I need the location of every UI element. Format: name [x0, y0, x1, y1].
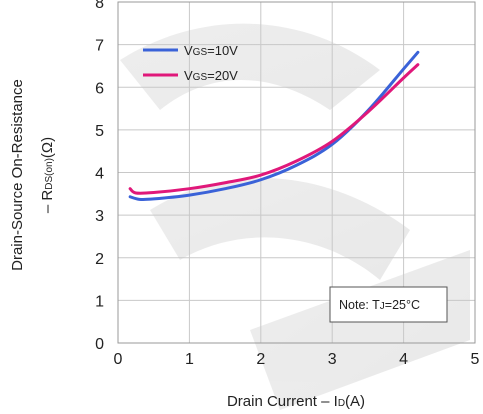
y-tick-label: 4: [95, 166, 104, 183]
y-tick-label: 1: [95, 293, 104, 310]
series-line-vgs10: [128, 50, 420, 202]
note-annotation: Note: TJ=25°C: [329, 286, 448, 323]
watermark: [120, 23, 470, 410]
note-box: [329, 286, 448, 323]
x-tick-label: 5: [471, 351, 480, 368]
plot-frame: [117, 1, 476, 344]
series-line-vgs20: [128, 63, 420, 195]
legend: VGS=10V VGS=20V: [143, 43, 238, 83]
y-tick-label: 7: [95, 38, 104, 55]
y-tick-label: 6: [95, 80, 104, 97]
y-tick-label: 2: [95, 251, 104, 268]
y-axis-title-line2: – RDS(on)(Ω): [39, 137, 56, 213]
x-tick-label: 2: [256, 351, 265, 368]
y-tick-label: 5: [95, 123, 104, 140]
y-tick-label: 3: [95, 208, 104, 225]
note-text: Note: TJ=25°C: [339, 298, 420, 312]
y-tick-label: 8: [95, 0, 104, 12]
x-axis-title: Drain Current – ID(A): [227, 393, 365, 410]
y-tick-labels: 0 1 2 3 4 5 6 7 8: [95, 0, 104, 353]
x-tick-label: 0: [114, 351, 123, 368]
x-tick-label: 3: [328, 351, 337, 368]
x-tick-label: 1: [185, 351, 194, 368]
legend-label-vgs20: VGS=20V: [184, 68, 238, 83]
legend-label-vgs10: VGS=10V: [184, 43, 238, 58]
series-lines: [128, 50, 420, 202]
x-tick-label: 4: [399, 351, 408, 368]
y-tick-label: 0: [95, 336, 104, 353]
x-tick-labels: 0 1 2 3 4 5: [114, 351, 480, 368]
y-axis-title-line1: Drain-Source On-Resistance: [9, 79, 26, 271]
